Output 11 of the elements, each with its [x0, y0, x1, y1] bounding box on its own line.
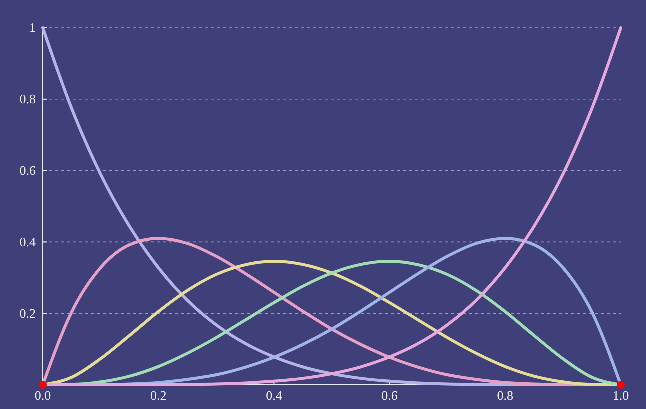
x-tick-label: 0.2: [150, 388, 167, 403]
y-tick-label: 0.4: [20, 234, 36, 250]
y-tick-label: 0.8: [20, 92, 36, 107]
y-tick-label: 1: [30, 20, 36, 36]
y-tick-label: 0.6: [20, 162, 36, 178]
x-tick-label: 0.4: [266, 388, 283, 403]
x-tick-label: 0.6: [382, 388, 398, 403]
x-tick-label: 0.0: [34, 388, 52, 403]
x-tick-label: 1.0: [612, 388, 630, 403]
x-tick-label: 0.8: [497, 388, 514, 403]
y-tick-label: 0.2: [20, 306, 36, 321]
